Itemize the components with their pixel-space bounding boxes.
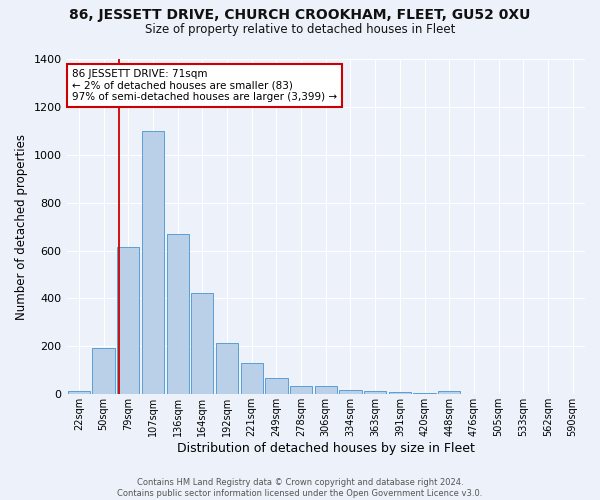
Bar <box>241 363 263 394</box>
Bar <box>68 390 90 394</box>
Bar <box>191 292 214 394</box>
Bar <box>438 392 460 394</box>
X-axis label: Distribution of detached houses by size in Fleet: Distribution of detached houses by size … <box>177 442 475 455</box>
Text: 86 JESSETT DRIVE: 71sqm
← 2% of detached houses are smaller (83)
97% of semi-det: 86 JESSETT DRIVE: 71sqm ← 2% of detached… <box>72 69 337 102</box>
Bar <box>92 348 115 395</box>
Bar <box>216 343 238 394</box>
Bar <box>364 391 386 394</box>
Bar <box>265 378 287 394</box>
Bar <box>413 393 436 394</box>
Text: Contains HM Land Registry data © Crown copyright and database right 2024.
Contai: Contains HM Land Registry data © Crown c… <box>118 478 482 498</box>
Bar <box>389 392 411 394</box>
Bar <box>340 390 362 394</box>
Bar <box>117 247 139 394</box>
Bar <box>142 131 164 394</box>
Text: Size of property relative to detached houses in Fleet: Size of property relative to detached ho… <box>145 22 455 36</box>
Text: 86, JESSETT DRIVE, CHURCH CROOKHAM, FLEET, GU52 0XU: 86, JESSETT DRIVE, CHURCH CROOKHAM, FLEE… <box>70 8 530 22</box>
Bar <box>314 386 337 394</box>
Y-axis label: Number of detached properties: Number of detached properties <box>15 134 28 320</box>
Bar <box>290 386 312 394</box>
Bar <box>167 234 189 394</box>
